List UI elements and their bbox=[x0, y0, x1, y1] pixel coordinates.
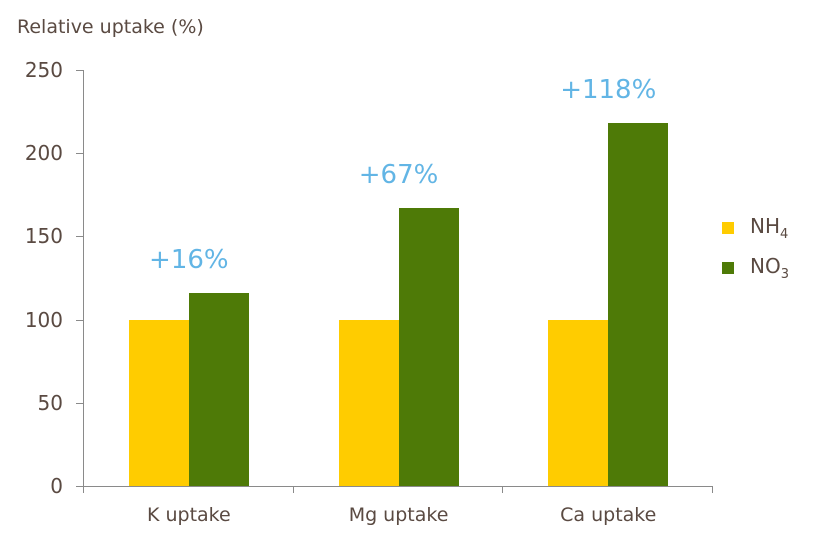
legend-swatch-no3 bbox=[722, 262, 734, 274]
bar-no3 bbox=[398, 208, 459, 486]
x-tick bbox=[83, 486, 84, 493]
legend-label-no3: NO3 bbox=[750, 254, 789, 282]
x-category-label: K uptake bbox=[146, 504, 231, 526]
y-tick-label: 200 bbox=[24, 141, 63, 166]
x-tick bbox=[712, 486, 714, 493]
y-tick-label: 100 bbox=[24, 307, 63, 332]
y-tick bbox=[76, 236, 83, 238]
y-tick bbox=[76, 486, 83, 487]
bar-nh4 bbox=[548, 319, 609, 486]
y-axis-line bbox=[83, 70, 84, 487]
legend-item-nh4[interactable]: NH4 bbox=[722, 214, 788, 242]
y-tick-label: 150 bbox=[24, 224, 63, 249]
y-tick bbox=[76, 153, 83, 155]
increase-annotation: +16% bbox=[149, 244, 229, 275]
bar-nh4 bbox=[338, 319, 399, 486]
bar-no3 bbox=[188, 292, 249, 486]
y-tick-label: 50 bbox=[37, 390, 63, 415]
x-axis-line bbox=[83, 486, 713, 487]
x-tick bbox=[292, 486, 294, 493]
x-tick bbox=[502, 486, 504, 493]
legend-label-nh4: NH4 bbox=[750, 214, 789, 242]
bar-nh4 bbox=[128, 319, 189, 486]
bar-no3 bbox=[608, 123, 669, 486]
legend-swatch-nh4 bbox=[722, 222, 734, 234]
x-category-label: Mg uptake bbox=[348, 504, 449, 526]
y-tick-label: 250 bbox=[24, 58, 63, 82]
y-axis-title: Relative uptake (%) bbox=[17, 16, 204, 38]
y-tick-label: 0 bbox=[50, 474, 63, 498]
x-category-label: Ca uptake bbox=[560, 504, 657, 526]
y-tick bbox=[76, 402, 83, 404]
increase-annotation: +67% bbox=[358, 160, 439, 191]
y-tick bbox=[76, 70, 83, 71]
y-tick bbox=[76, 319, 83, 321]
legend-item-no3[interactable]: NO3 bbox=[722, 254, 789, 282]
increase-annotation: +118% bbox=[560, 75, 657, 106]
